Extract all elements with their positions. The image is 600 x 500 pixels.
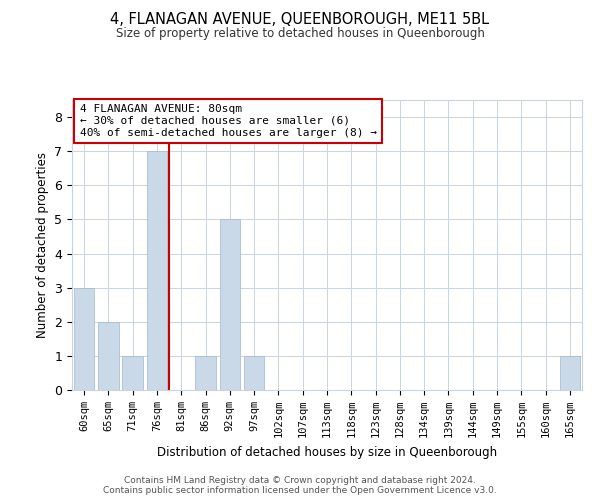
X-axis label: Distribution of detached houses by size in Queenborough: Distribution of detached houses by size … <box>157 446 497 458</box>
Bar <box>98 322 119 390</box>
Text: Contains HM Land Registry data © Crown copyright and database right 2024.
Contai: Contains HM Land Registry data © Crown c… <box>103 476 497 495</box>
Bar <box>146 151 167 390</box>
Bar <box>244 356 265 390</box>
Y-axis label: Number of detached properties: Number of detached properties <box>36 152 49 338</box>
Bar <box>122 356 143 390</box>
Text: Size of property relative to detached houses in Queenborough: Size of property relative to detached ho… <box>116 28 484 40</box>
Text: 4 FLANAGAN AVENUE: 80sqm
← 30% of detached houses are smaller (6)
40% of semi-de: 4 FLANAGAN AVENUE: 80sqm ← 30% of detach… <box>80 104 377 138</box>
Text: 4, FLANAGAN AVENUE, QUEENBOROUGH, ME11 5BL: 4, FLANAGAN AVENUE, QUEENBOROUGH, ME11 5… <box>110 12 490 28</box>
Bar <box>74 288 94 390</box>
Bar <box>560 356 580 390</box>
Bar <box>220 220 240 390</box>
Bar <box>195 356 216 390</box>
